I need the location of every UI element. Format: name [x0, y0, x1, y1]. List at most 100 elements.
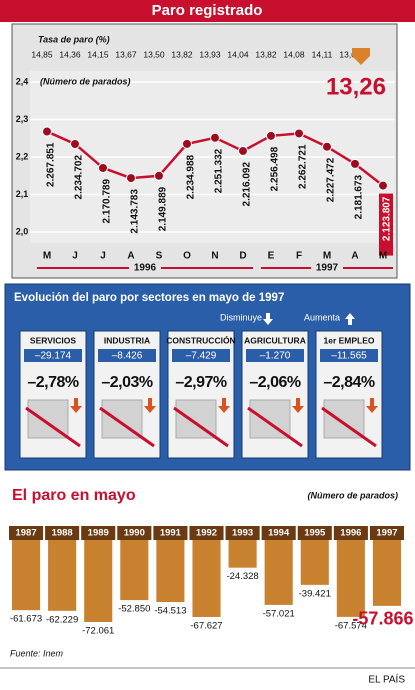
bar	[12, 540, 41, 611]
sector-value: –7.429	[186, 351, 217, 362]
value-label: 2.216.092	[242, 162, 253, 207]
sector-name: SERVICIOS	[30, 335, 76, 345]
sector-value: –11.565	[331, 351, 367, 362]
bar	[48, 540, 77, 611]
rate-label: 14,36	[59, 49, 81, 59]
chart-title: Paro registrado	[152, 2, 263, 19]
x-tick-label: 1992	[196, 528, 217, 539]
trend	[247, 406, 303, 448]
rate-label: 13,93	[199, 49, 221, 59]
bar	[372, 540, 401, 606]
value-label: -67.574	[335, 620, 367, 631]
x-tick-label: 1993	[232, 528, 253, 539]
point	[378, 180, 388, 191]
point	[322, 141, 332, 152]
year-cell	[297, 526, 332, 540]
value-label: -39.421	[299, 588, 331, 599]
trend-arrow	[70, 398, 82, 413]
x-tick-label: 1990	[124, 528, 145, 539]
x-tick-label: F	[296, 251, 302, 262]
value-label: 2.143.783	[130, 189, 141, 234]
rate-label: 14,08	[283, 49, 305, 59]
sector-name: CONSTRUCCIÓN	[166, 334, 235, 345]
point	[126, 173, 136, 184]
value-label: -61.673	[10, 614, 42, 625]
trend	[321, 406, 377, 448]
year-cell	[117, 526, 152, 540]
year-cell	[225, 526, 260, 540]
sector-value: –29.174	[35, 351, 72, 362]
sector-percent: –2,06%	[249, 374, 301, 391]
value-band	[24, 349, 82, 362]
value-label: 2.123.807	[382, 196, 393, 241]
bar	[84, 540, 113, 622]
x-tick-label: 1991	[160, 528, 182, 539]
sector-percent: –2,03%	[101, 374, 153, 391]
value-label: 2.227.472	[326, 157, 337, 202]
sector-percent: –2,84%	[323, 374, 375, 391]
value-band	[320, 349, 378, 362]
rate-title: Tasa de paro (%)	[38, 34, 110, 44]
year-cell	[369, 526, 404, 540]
rate-label: 13,82	[255, 49, 277, 59]
point	[42, 126, 52, 137]
value-label: 2.234.988	[186, 154, 197, 199]
x-tick-label: E	[268, 251, 275, 262]
x-tick-label: D	[239, 251, 246, 262]
year-cell	[45, 526, 80, 540]
trend	[99, 406, 155, 448]
icon	[323, 399, 365, 439]
value-label: -52.850	[118, 604, 150, 615]
value-label: -57.021	[263, 608, 295, 619]
year-bg	[129, 262, 161, 274]
sector-name: INDUSTRIA	[104, 335, 150, 345]
legend-label: Aumenta	[304, 312, 340, 322]
value-label: 2.170.789	[102, 179, 113, 224]
section-title: Evolución del paro por sectores en mayo …	[14, 292, 284, 304]
year-cell	[81, 526, 116, 540]
bar	[336, 540, 365, 617]
sector-value: –1.270	[260, 351, 291, 362]
bar	[192, 540, 221, 617]
value-label: 2.149.889	[158, 186, 169, 231]
point	[98, 162, 108, 173]
sector-percent: –2,78%	[27, 374, 79, 391]
value-label: -54.513	[154, 606, 186, 617]
year-cell	[153, 526, 188, 540]
source: Fuente: Inem	[10, 648, 64, 658]
year-cell	[261, 526, 296, 540]
value-label: 2.181.673	[354, 174, 365, 219]
year-label: 1996	[134, 263, 157, 274]
y-tick-label: 2,2	[16, 151, 29, 161]
point	[154, 170, 164, 181]
x-tick-label: 1988	[52, 528, 73, 539]
bar	[156, 540, 185, 603]
x-tick-label: O	[183, 251, 191, 262]
value-label: 2.267.851	[46, 142, 57, 187]
y-tick-label: 2,1	[16, 189, 29, 199]
value-label: -24.328	[226, 571, 258, 582]
rate-label: 13,50	[143, 49, 165, 59]
bar	[120, 540, 149, 601]
x-tick-label: M	[379, 251, 387, 262]
trend	[25, 406, 81, 448]
point	[238, 145, 248, 156]
y-axis-label: (Número de parados)	[40, 76, 131, 86]
x-tick-label: J	[72, 251, 78, 262]
rate-label: 13,61	[339, 49, 361, 59]
trend-arrow	[292, 398, 304, 413]
x-tick-label: A	[351, 251, 358, 262]
rate-label: 14,04	[227, 49, 249, 59]
point	[350, 158, 360, 169]
sector-value: –8.426	[112, 351, 143, 362]
x-tick-label: M	[323, 251, 331, 262]
value-label: -72.061	[82, 626, 114, 637]
rate-marker	[352, 48, 370, 65]
x-tick-label: 1997	[376, 528, 397, 539]
sector-percent: –2,97%	[175, 374, 227, 391]
trend-arrow	[218, 398, 230, 413]
value-band	[98, 349, 156, 362]
x-tick-label: 1987	[15, 528, 36, 539]
value-label: 2.256.498	[270, 146, 281, 191]
